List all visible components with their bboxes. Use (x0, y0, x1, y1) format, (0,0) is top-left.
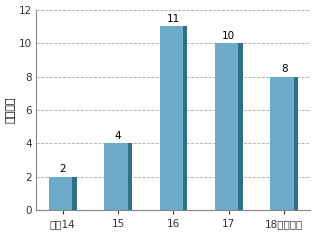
Bar (215, 43, 243, 210)
Y-axis label: 都道府県: 都道府県 (6, 97, 15, 123)
Bar (183, 26, 187, 210)
Bar (160, 26, 187, 210)
Bar (104, 143, 132, 210)
Bar (49, 177, 76, 210)
Text: 10: 10 (222, 31, 235, 40)
Bar (239, 43, 243, 210)
Text: 2: 2 (59, 164, 66, 174)
Text: 4: 4 (115, 131, 121, 141)
Text: 11: 11 (167, 14, 180, 24)
Bar (270, 77, 298, 210)
Text: 8: 8 (281, 64, 288, 74)
Bar (72, 177, 76, 210)
Bar (294, 77, 298, 210)
Bar (128, 143, 132, 210)
